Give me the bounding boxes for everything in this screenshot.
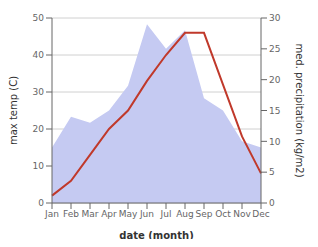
svg-text:0: 0	[38, 198, 44, 208]
svg-text:30: 30	[33, 87, 45, 97]
svg-text:20: 20	[269, 75, 281, 85]
svg-text:15: 15	[269, 106, 280, 116]
svg-text:Aug: Aug	[176, 209, 194, 219]
svg-text:Apr: Apr	[101, 209, 117, 219]
svg-text:5: 5	[269, 167, 275, 177]
svg-text:Nov: Nov	[233, 209, 251, 219]
svg-text:10: 10	[269, 137, 281, 147]
svg-text:Feb: Feb	[63, 209, 79, 219]
svg-text:May: May	[119, 209, 138, 219]
svg-text:30: 30	[269, 13, 281, 23]
svg-text:0: 0	[269, 198, 275, 208]
svg-text:max temp (C): max temp (C)	[8, 76, 19, 145]
svg-text:Mar: Mar	[82, 209, 99, 219]
svg-text:50: 50	[33, 13, 45, 23]
svg-text:Oct: Oct	[215, 209, 231, 219]
svg-text:Jun: Jun	[139, 209, 154, 219]
svg-text:25: 25	[269, 44, 280, 54]
svg-text:Sep: Sep	[196, 209, 213, 219]
svg-text:Jan: Jan	[44, 209, 59, 219]
svg-text:med. precipitation (kg/m2): med. precipitation (kg/m2)	[294, 43, 305, 177]
svg-text:date (month): date (month)	[119, 230, 193, 239]
svg-text:10: 10	[33, 161, 45, 171]
svg-text:Jul: Jul	[160, 209, 172, 219]
svg-text:Dec: Dec	[252, 209, 269, 219]
svg-text:40: 40	[33, 50, 45, 60]
svg-text:20: 20	[33, 124, 45, 134]
